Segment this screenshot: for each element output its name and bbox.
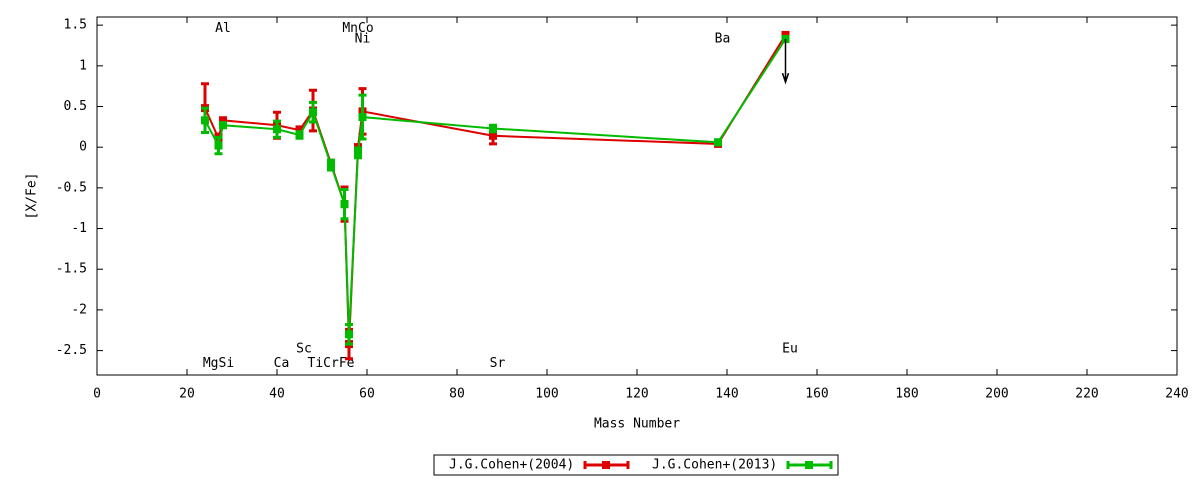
x-tick-label: 120 bbox=[625, 387, 648, 402]
y-axis-label: [X/Fe] bbox=[25, 173, 40, 220]
x-tick-label: 240 bbox=[1165, 387, 1188, 402]
point bbox=[340, 200, 349, 209]
legend-swatch bbox=[602, 461, 610, 469]
point bbox=[345, 330, 353, 339]
x-tick-label: 220 bbox=[1075, 387, 1098, 402]
point bbox=[358, 113, 367, 122]
y-tick-label: 1.5 bbox=[64, 18, 87, 33]
x-tick-label: 180 bbox=[895, 387, 918, 402]
x-axis-label: Mass Number bbox=[594, 417, 680, 432]
element-label: TiCrFe bbox=[308, 356, 355, 371]
y-tick-label: -1.5 bbox=[56, 262, 87, 277]
y-tick-label: 0.5 bbox=[64, 99, 87, 114]
y-tick-label: -0.5 bbox=[56, 180, 87, 195]
plot-frame bbox=[96, 16, 1178, 376]
x-tick-label: 100 bbox=[535, 387, 558, 402]
point bbox=[309, 108, 317, 117]
x-tick-label: 80 bbox=[449, 387, 465, 402]
point bbox=[295, 126, 304, 135]
y-tick-label: -2 bbox=[71, 302, 87, 317]
legend-label: J.G.Cohen+(2004) bbox=[449, 458, 574, 473]
element-label: MgSi bbox=[203, 356, 234, 371]
series-line bbox=[204, 34, 787, 345]
x-tick-label: 40 bbox=[269, 387, 285, 402]
element-label: Sr bbox=[490, 356, 506, 371]
x-tick-label: 140 bbox=[715, 387, 738, 402]
element-label: Al bbox=[215, 21, 231, 36]
element-label: Ni bbox=[355, 31, 371, 46]
point bbox=[781, 30, 790, 39]
legend-box bbox=[433, 454, 839, 476]
element-label: Sc bbox=[296, 341, 312, 356]
x-tick-label: 160 bbox=[805, 387, 828, 402]
point bbox=[219, 121, 227, 130]
y-tick-label: 1 bbox=[79, 58, 87, 73]
x-tick-label: 20 bbox=[179, 387, 195, 402]
legend-swatch bbox=[805, 461, 813, 469]
y-tick-label: 0 bbox=[79, 140, 87, 155]
element-label: Eu bbox=[782, 341, 798, 356]
point bbox=[219, 116, 227, 125]
point bbox=[714, 138, 722, 147]
point bbox=[201, 116, 209, 125]
x-tick-label: 200 bbox=[985, 387, 1008, 402]
element-label: Ba bbox=[715, 31, 731, 46]
element-label: MnCo bbox=[342, 21, 373, 36]
x-tick-label: 60 bbox=[359, 387, 375, 402]
y-tick-label: -2.5 bbox=[56, 343, 87, 358]
element-label: Ca bbox=[274, 356, 290, 371]
point bbox=[489, 124, 497, 133]
point bbox=[295, 130, 304, 139]
point bbox=[273, 125, 281, 134]
upper-limit-arrow bbox=[781, 38, 790, 85]
legend-label: J.G.Cohen+(2013) bbox=[652, 458, 777, 473]
point bbox=[214, 141, 223, 150]
point bbox=[489, 131, 497, 140]
y-tick-label: -1 bbox=[71, 221, 87, 236]
x-tick-label: 0 bbox=[93, 387, 101, 402]
point bbox=[327, 161, 335, 170]
series-line bbox=[204, 38, 787, 335]
point bbox=[354, 148, 362, 157]
